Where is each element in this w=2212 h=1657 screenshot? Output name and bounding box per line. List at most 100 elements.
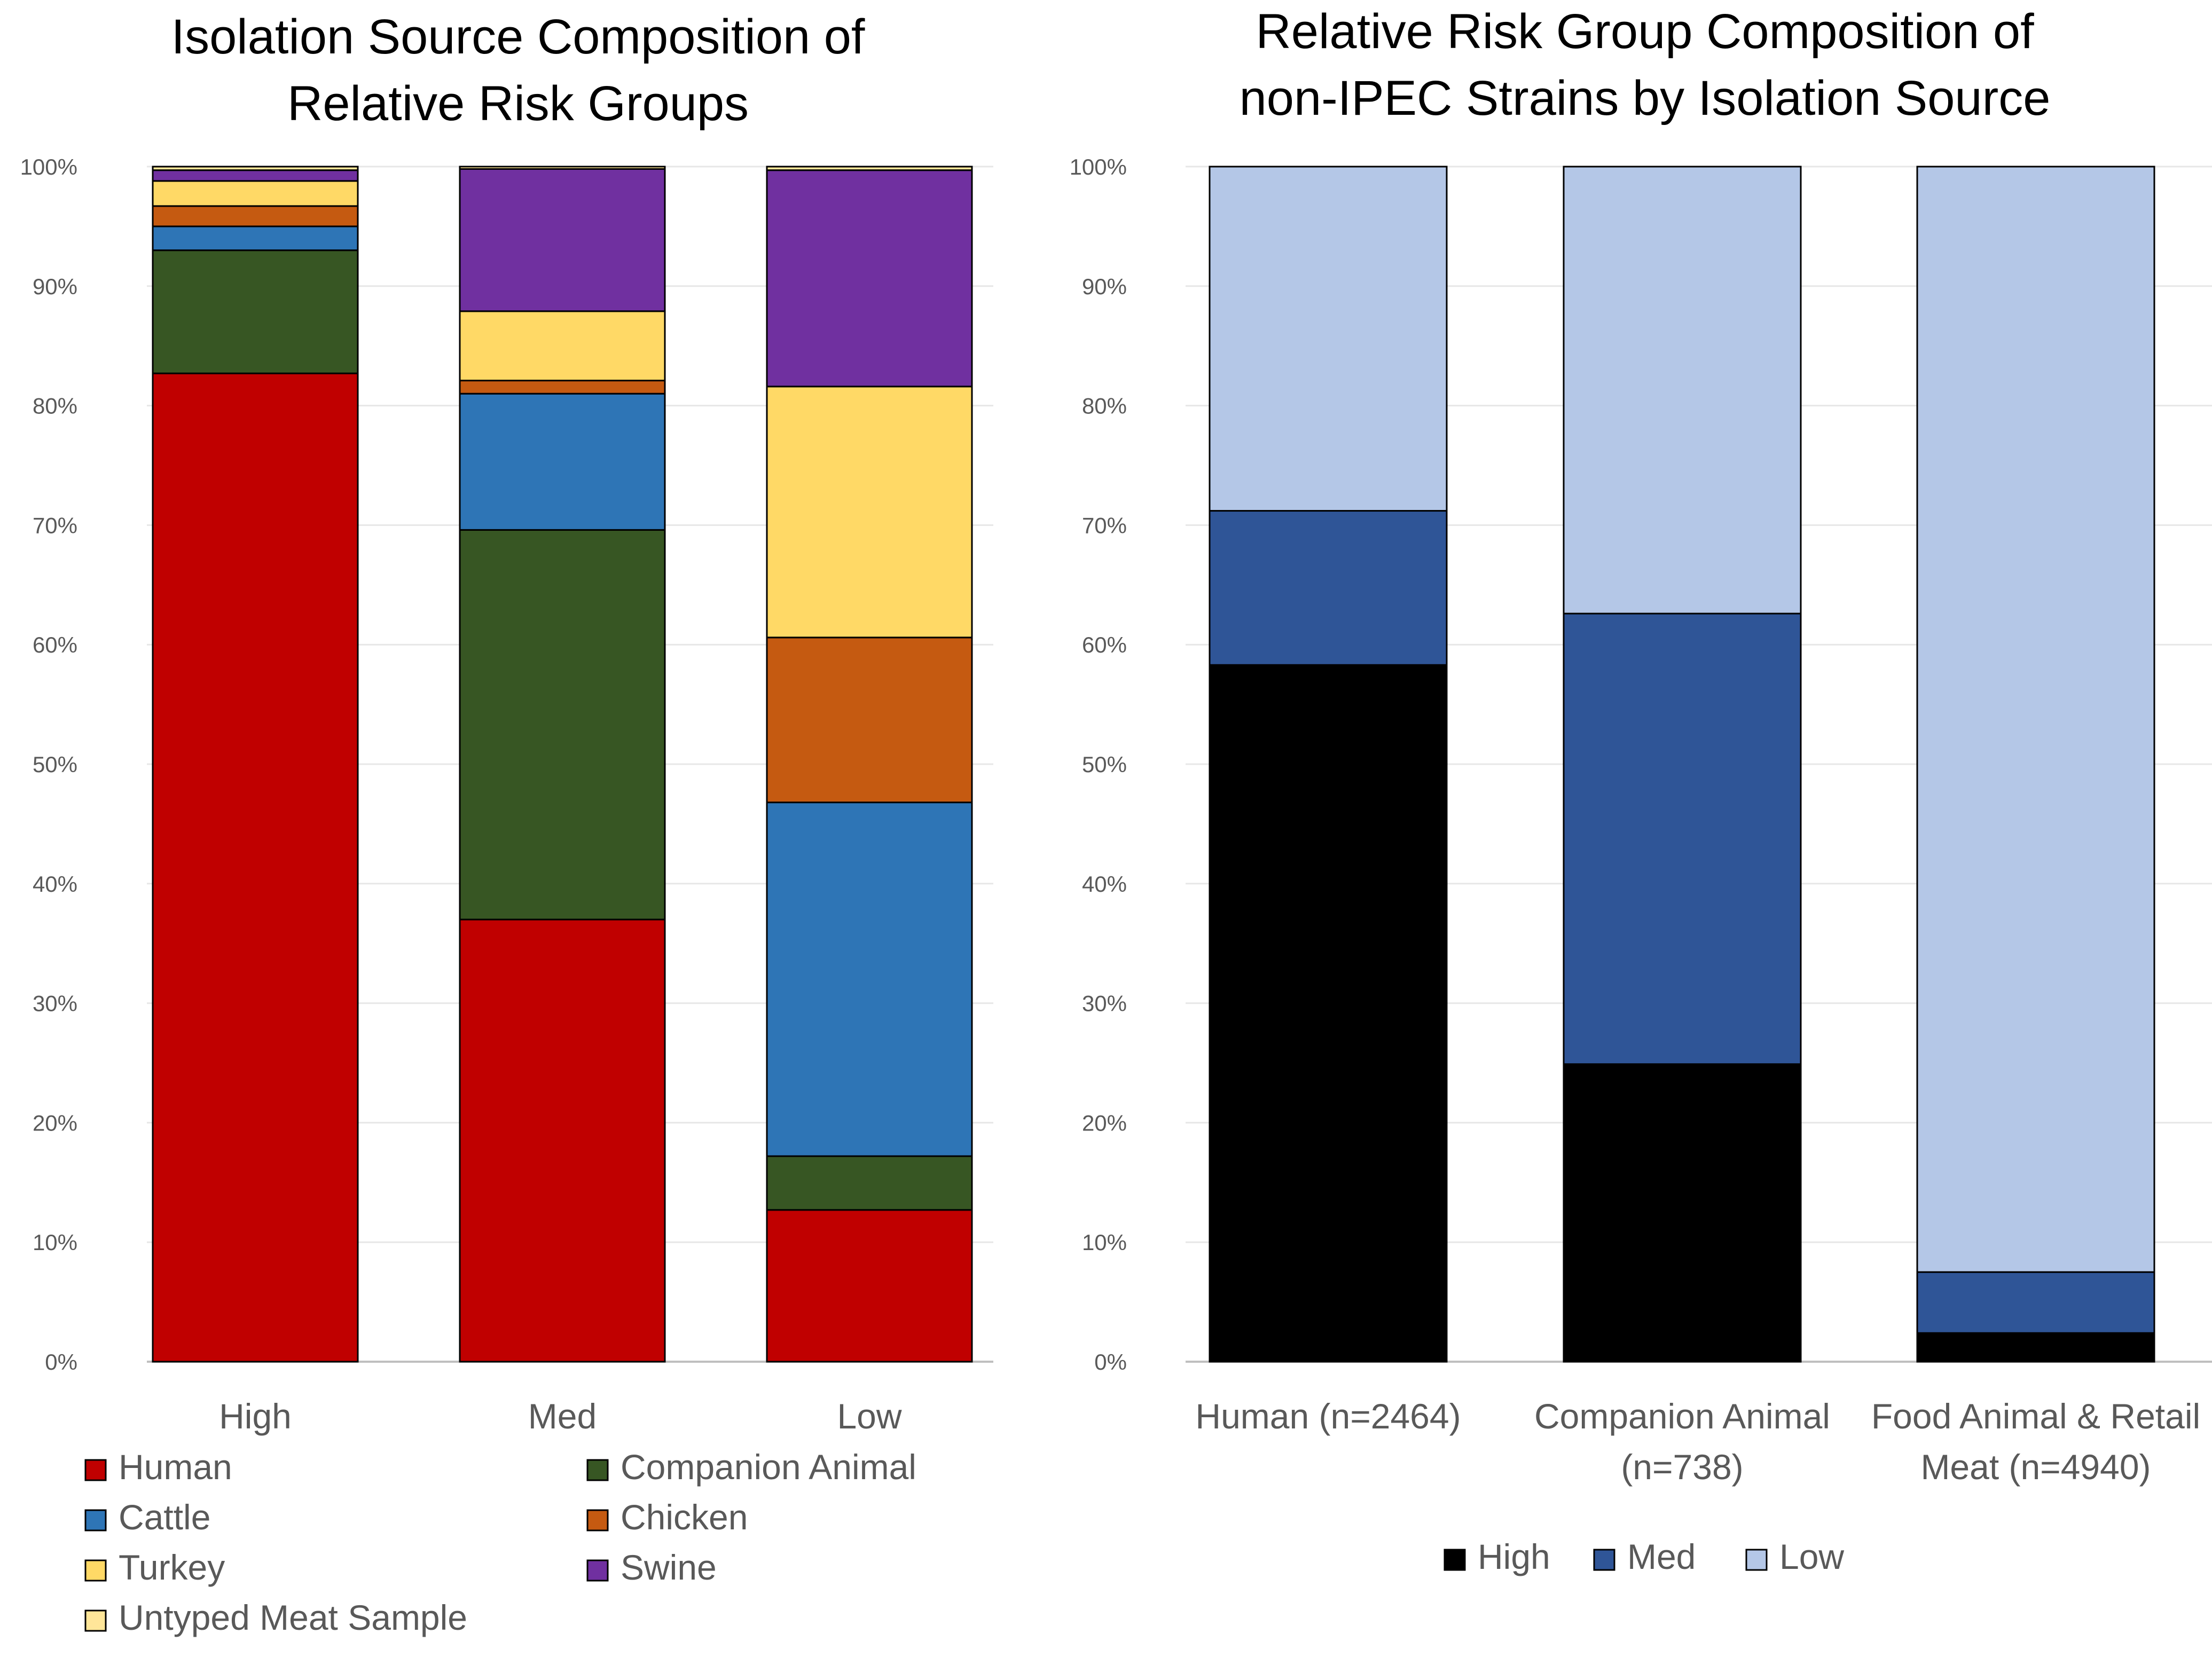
legend-swatch	[586, 1459, 609, 1481]
x-tick-label: Low	[837, 1396, 901, 1436]
legend-swatch	[84, 1609, 107, 1632]
bar-segment-swine	[459, 168, 666, 312]
legend-label: Turkey	[119, 1548, 225, 1587]
bar-segment-low	[1563, 166, 1802, 615]
y-tick-label: 40%	[1082, 871, 1127, 897]
legend-item: Untyped Meat Sample	[84, 1598, 467, 1637]
y-tick-label: 0%	[45, 1349, 77, 1375]
bar-segment-turkey	[152, 180, 359, 207]
y-tick-label: 80%	[1082, 394, 1127, 419]
bar-segment-high	[1563, 1063, 1802, 1363]
bar-segment-chicken	[459, 380, 666, 395]
bar-segment-cattle	[152, 225, 359, 252]
legend-swatch	[1444, 1549, 1466, 1571]
x-tick-label: Companion Animal	[1534, 1396, 1830, 1436]
chart-title-line-1: Relative Risk Group Composition of	[1256, 4, 2034, 59]
y-tick-label: 70%	[1082, 513, 1127, 538]
y-axis-ticks: 0% 10% 20% 30% 40% 50% 60% 70% 80% 90% 100%	[20, 154, 77, 1375]
bar-segment-chicken	[152, 205, 359, 227]
bar-segment-untyped-meat-sample	[766, 166, 973, 171]
y-tick-label: 20%	[33, 1110, 77, 1135]
y-tick-label: 100%	[1070, 154, 1127, 179]
y-tick-label: 70%	[33, 513, 77, 538]
bar-segment-companion-animal	[459, 529, 666, 921]
y-tick-label: 30%	[1082, 991, 1127, 1016]
legend-item: Med	[1593, 1537, 1696, 1576]
x-tick-label: (n=738)	[1621, 1447, 1743, 1487]
legend-label: Chicken	[621, 1497, 748, 1537]
y-tick-label: 80%	[33, 394, 77, 419]
x-axis-ticks: High Med Low	[219, 1396, 902, 1436]
bar-segment-cattle	[459, 392, 666, 531]
y-tick-label: 60%	[33, 632, 77, 657]
bar-segment-low	[1209, 166, 1448, 512]
legend-swatch	[1593, 1549, 1615, 1571]
bar-segment-human	[459, 918, 666, 1363]
y-tick-label: 90%	[33, 274, 77, 299]
legend: Human Companion Animal Cattle Chicken Turkey…	[84, 1447, 916, 1637]
chart-source-composition: Isolation Source Composition of Relative…	[20, 10, 993, 1637]
y-axis-ticks: 0% 10% 20% 30% 40% 50% 60% 70% 80% 90% 100%	[1070, 154, 1127, 1375]
legend-swatch	[84, 1559, 107, 1582]
legend-swatch	[1745, 1549, 1768, 1571]
bar-segment-med	[1916, 1271, 2155, 1334]
chart-title-line-2: non-IPEC Strains by Isolation Source	[1240, 71, 2051, 125]
y-tick-label: 60%	[1082, 632, 1127, 657]
legend-item: Swine	[586, 1548, 717, 1587]
y-tick-label: 20%	[1082, 1110, 1127, 1135]
x-axis-ticks: Human (n=2464) Companion Animal (n=738) Foo…	[1195, 1396, 2200, 1487]
legend-label: Swine	[621, 1548, 717, 1587]
bar-segment-companion-animal	[766, 1155, 973, 1211]
chart-title-line-1: Isolation Source Composition of	[171, 10, 865, 64]
bar-segment-turkey	[766, 386, 973, 639]
x-tick-label: Med	[528, 1396, 597, 1436]
bar-segment-swine	[152, 169, 359, 182]
legend-swatch	[586, 1509, 609, 1532]
bar-segment-untyped-meat-sample	[459, 166, 666, 170]
legend-item: Chicken	[586, 1497, 748, 1537]
y-tick-label: 10%	[33, 1230, 77, 1255]
bar-segment-high	[1916, 1332, 2155, 1363]
y-tick-label: 10%	[1082, 1230, 1127, 1255]
bar-segment-med	[1209, 510, 1448, 666]
legend-item: Turkey	[84, 1548, 225, 1587]
y-tick-label: 90%	[1082, 274, 1127, 299]
x-tick-label: Human (n=2464)	[1195, 1396, 1461, 1436]
legend-label: Low	[1779, 1537, 1844, 1576]
bar-segment-med	[1563, 612, 1802, 1065]
legend-swatch	[586, 1559, 609, 1582]
x-tick-label: Meat (n=4940)	[1920, 1447, 2151, 1487]
legend-item: Companion Animal	[586, 1447, 916, 1487]
chart-risk-group-composition: Relative Risk Group Composition of non-I…	[1070, 4, 2212, 1576]
legend: High Med Low	[1444, 1537, 1844, 1576]
bar-segment-swine	[766, 169, 973, 388]
y-tick-label: 100%	[20, 154, 77, 179]
bar-segment-low	[1916, 166, 2155, 1273]
stacked-bars	[1209, 166, 2155, 1363]
bar-segment-cattle	[766, 802, 973, 1157]
legend-item: Cattle	[84, 1497, 210, 1537]
y-tick-label: 50%	[33, 752, 77, 777]
legend-item: Human	[84, 1447, 232, 1487]
x-tick-label: Food Animal & Retail	[1871, 1396, 2200, 1436]
x-tick-label: High	[219, 1396, 292, 1436]
y-tick-label: 50%	[1082, 752, 1127, 777]
bar-segment-high	[1209, 664, 1448, 1363]
bar-segment-untyped-meat-sample	[152, 166, 359, 171]
legend-label: Untyped Meat Sample	[119, 1598, 467, 1637]
legend-label: Human	[119, 1447, 232, 1487]
legend-item: Low	[1745, 1537, 1844, 1576]
legend-item: High	[1444, 1537, 1550, 1576]
legend-label: Companion Animal	[621, 1447, 916, 1487]
bar-segment-turkey	[459, 310, 666, 382]
y-tick-label: 40%	[33, 871, 77, 897]
legend-label: Med	[1627, 1537, 1696, 1576]
bar-segment-human	[766, 1209, 973, 1363]
legend-swatch	[84, 1459, 107, 1481]
legend-swatch	[84, 1509, 107, 1532]
stacked-bars	[152, 166, 973, 1363]
bar-segment-human	[152, 372, 359, 1363]
legend-label: Cattle	[119, 1497, 210, 1537]
